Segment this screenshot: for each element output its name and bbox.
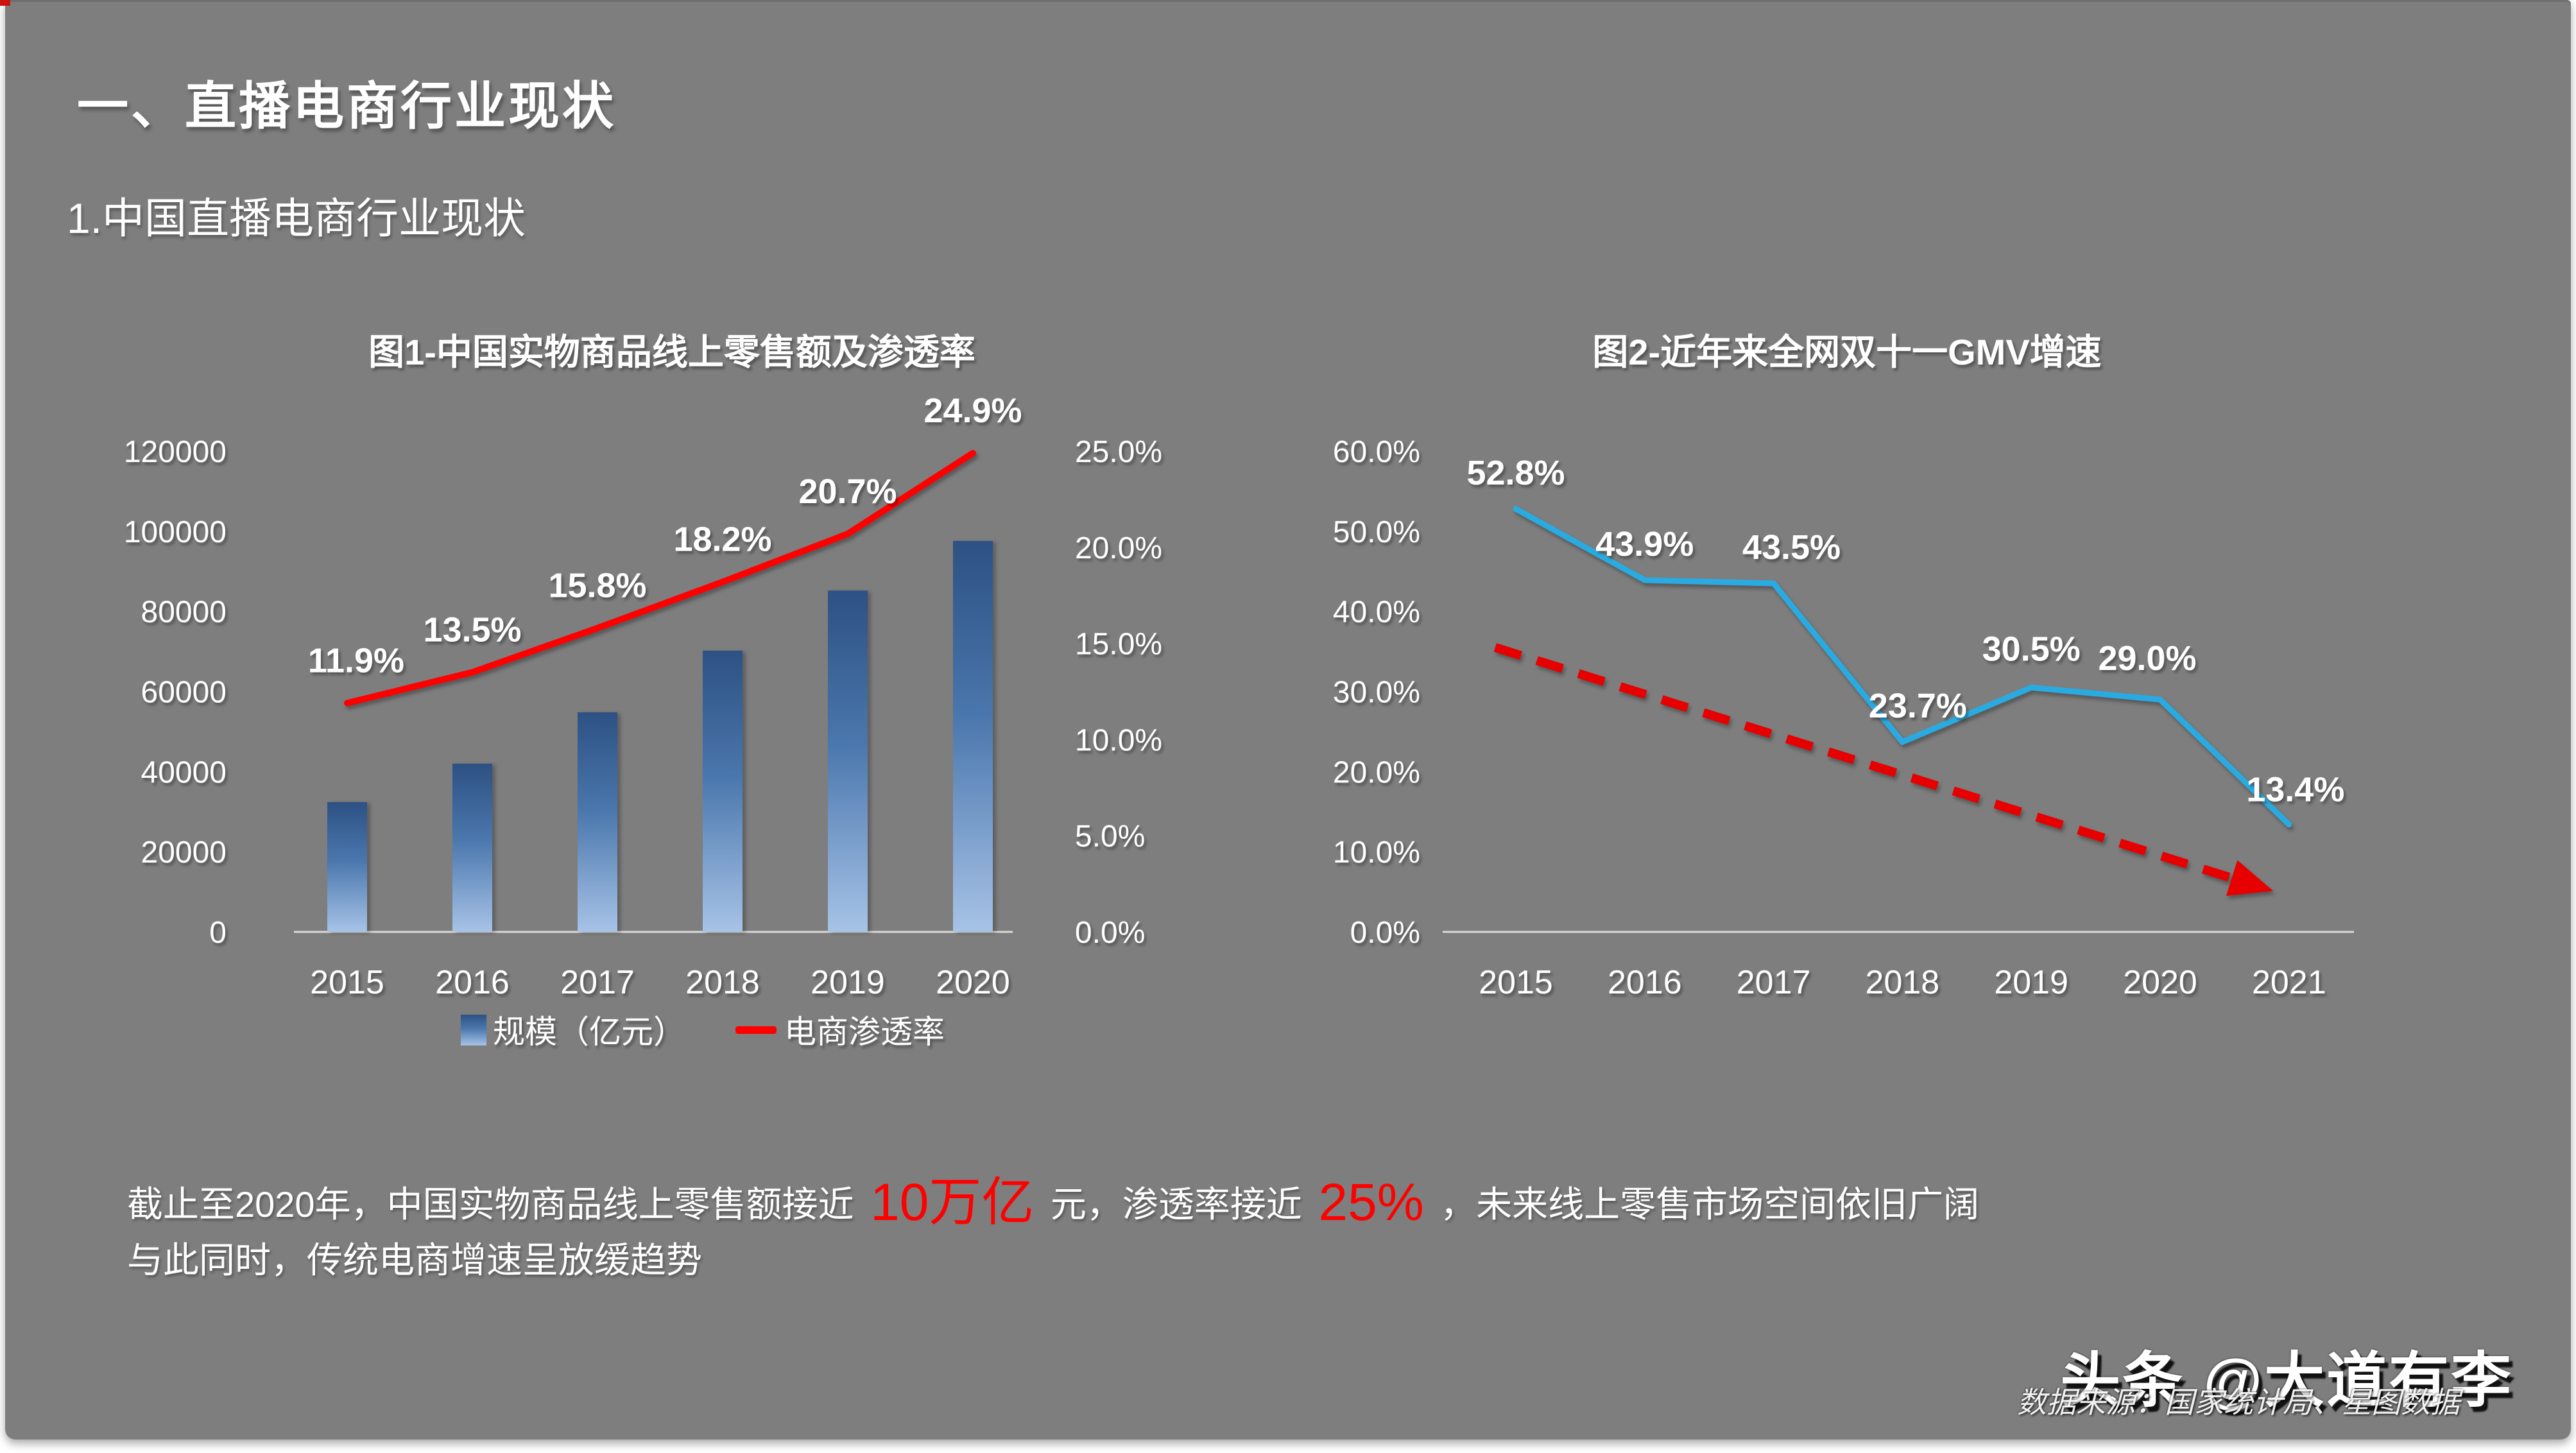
- chart1-left-axis-tick-60000: 60000: [141, 676, 227, 710]
- chart2-x-label-2021: 2021: [2252, 964, 2326, 1001]
- chart2-x-label-2017: 2017: [1737, 964, 1811, 1001]
- chart1-point-label-18.2%: 18.2%: [673, 520, 771, 559]
- chart1-right-axis-tick-5.0%: 5.0%: [1075, 820, 1145, 854]
- chart1-legend-bar-swatch: [461, 1015, 486, 1045]
- chart2-y-axis-tick-30.0%: 30.0%: [1333, 676, 1420, 710]
- chart1-bar-2018: [703, 650, 743, 932]
- insight-line-2: 与此同时，传统电商增速呈放缓趋势: [127, 1240, 702, 1280]
- chart1-legend-line-swatch: [735, 1026, 777, 1034]
- insight-line1-text3: ，未来线上零售市场空间依旧广阔: [1440, 1184, 1980, 1225]
- watermark-text: 头条 @大道有李: [2060, 1346, 2513, 1414]
- chart1-left-axis-tick-0: 0: [209, 916, 227, 950]
- chart1-bar-2016: [452, 763, 492, 932]
- chart1-bar-2015: [327, 802, 367, 932]
- chart2-y-axis-tick-0.0%: 0.0%: [1350, 916, 1420, 950]
- chart1-right-axis-tick-10.0%: 10.0%: [1075, 723, 1162, 757]
- chart1-bar-2019: [828, 590, 868, 932]
- chart2-y-axis-tick-60.0%: 60.0%: [1333, 435, 1420, 469]
- chart2-x-label-2019: 2019: [1994, 964, 2068, 1001]
- chart1-left-axis-tick-20000: 20000: [141, 836, 227, 870]
- chart2-x-label-2018: 2018: [1866, 964, 1940, 1001]
- chart1-x-label-2017: 2017: [560, 964, 635, 1001]
- insight-line1-highlight-scale: 10万亿: [870, 1173, 1035, 1232]
- chart1-x-label-2019: 2019: [811, 964, 885, 1001]
- chart2-point-label-52.8%: 52.8%: [1466, 454, 1565, 492]
- chart1-x-label-2016: 2016: [435, 964, 510, 1001]
- chart2-y-axis-tick-40.0%: 40.0%: [1333, 596, 1420, 630]
- chart1-bar-2017: [578, 712, 617, 932]
- chart2-point-label-23.7%: 23.7%: [1869, 687, 1967, 725]
- insight-line-1: 截止至2020年，中国实物商品线上零售额接近 10万亿 元，渗透率接近 25% …: [127, 1156, 1979, 1232]
- chart2-x-label-2020: 2020: [2123, 964, 2197, 1001]
- chart2-y-axis-tick-10.0%: 10.0%: [1333, 836, 1420, 870]
- chart2-point-label-30.5%: 30.5%: [1982, 630, 2081, 668]
- chart2-point-label-29.0%: 29.0%: [2098, 639, 2196, 678]
- chart1-point-label-13.5%: 13.5%: [423, 611, 521, 649]
- chart2-double11-gmv-figure: 图2-近年来全网双十一GMV增速 0.0% 10.0% 20.0% 30.0% 40.0%…: [1333, 332, 2354, 1001]
- chart1-penetration-line: [344, 449, 976, 707]
- chart1-left-axis-tick-80000: 80000: [141, 596, 227, 630]
- insight-line1-highlight-penetration: 25%: [1318, 1173, 1424, 1232]
- insight-line1-text2: 元，渗透率接近: [1050, 1184, 1302, 1225]
- chart1-x-label-2018: 2018: [685, 964, 760, 1001]
- chart1-x-label-2020: 2020: [936, 964, 1010, 1001]
- insight-line1-text1: 截止至2020年，中国实物商品线上零售额接近: [127, 1184, 854, 1225]
- slide-canvas: 一、直播电商行业现状 1.中国直播电商行业现状 图1-中国实物商品线上零售额及渗…: [5, 0, 2571, 1440]
- chart1-title: 图1-中国实物商品线上零售额及渗透率: [368, 332, 975, 372]
- page-title: 一、直播电商行业现状: [77, 78, 616, 135]
- chart2-y-axis-tick-50.0%: 50.0%: [1333, 515, 1420, 549]
- chart1-legend-line-label: 电商渗透率: [784, 1014, 945, 1050]
- data-source-note: 数据来源：国家统计局、星图数据: [2017, 1386, 2460, 1419]
- chart1-right-axis-tick-0.0%: 0.0%: [1075, 916, 1145, 950]
- chart1-x-label-2015: 2015: [310, 964, 384, 1001]
- chart1-left-axis-tick-100000: 100000: [124, 515, 227, 549]
- chart1-point-label-11.9%: 11.9%: [308, 641, 404, 680]
- chart1-right-axis-tick-15.0%: 15.0%: [1075, 628, 1162, 662]
- chart2-point-label-43.5%: 43.5%: [1742, 528, 1841, 567]
- chart2-trend-arrow: [1493, 643, 2274, 896]
- chart1-left-axis-tick-120000: 120000: [124, 435, 227, 469]
- chart1-point-label-24.9%: 24.9%: [923, 391, 1022, 430]
- chart2-title: 图2-近年来全网双十一GMV增速: [1592, 332, 2101, 372]
- chart2-gmv-growth-line: [1513, 506, 2292, 828]
- chart1-legend-bar-label: 规模（亿元）: [493, 1014, 685, 1050]
- chart1-online-retail-figure: 图1-中国实物商品线上零售额及渗透率 0 20000 40000 60000 80000 1…: [124, 332, 1162, 1050]
- chart2-point-label-43.9%: 43.9%: [1595, 525, 1694, 563]
- chart1-right-axis-tick-25.0%: 25.0%: [1075, 435, 1162, 469]
- chart1-point-label-20.7%: 20.7%: [798, 472, 897, 511]
- chart1-left-axis-tick-40000: 40000: [141, 755, 227, 789]
- chart1-bar-2020: [953, 540, 993, 932]
- chart2-y-axis-tick-20.0%: 20.0%: [1333, 755, 1420, 789]
- chart2-point-label-13.4%: 13.4%: [2246, 771, 2344, 809]
- chart1-right-axis-tick-20.0%: 20.0%: [1075, 531, 1162, 565]
- chart1-point-label-15.8%: 15.8%: [548, 567, 646, 605]
- corner-accent: [0, 0, 10, 6]
- chart2-x-label-2015: 2015: [1479, 964, 1553, 1001]
- page-subtitle: 1.中国直播电商行业现状: [67, 194, 526, 242]
- chart2-x-label-2016: 2016: [1608, 964, 1682, 1001]
